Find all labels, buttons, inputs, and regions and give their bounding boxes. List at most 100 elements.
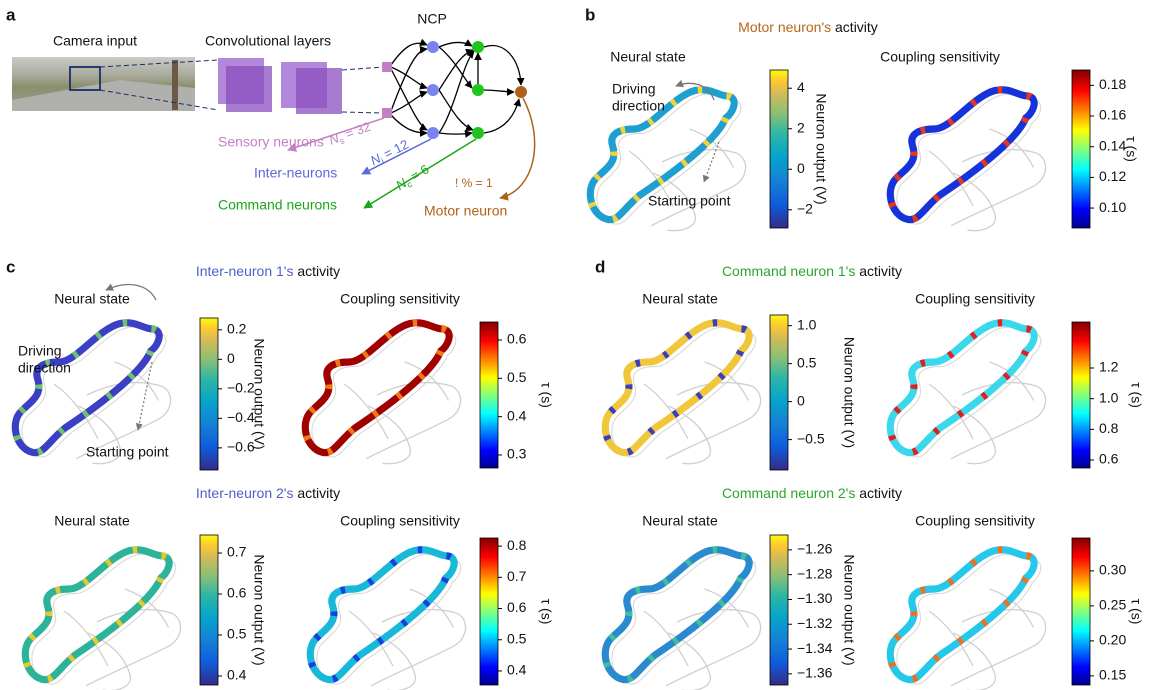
title-rest: activity xyxy=(831,19,878,35)
colorbar-tick-label: 0.5 xyxy=(797,354,817,370)
colorbar-tick-label: 2 xyxy=(797,119,805,135)
colorbar-tick-label: 0.10 xyxy=(1099,199,1126,215)
annotation: Driving xyxy=(18,343,62,359)
conv-layer xyxy=(226,66,272,112)
command-node xyxy=(472,41,484,53)
dashed-link xyxy=(99,89,219,111)
colorbar-tick-label: −1.36 xyxy=(797,665,833,681)
activity-panels: b Motor neuron's activity Neural state Coup… xyxy=(6,5,1144,690)
plot-title: Neural state xyxy=(610,49,686,65)
colorbar-tick-label: 0.6 xyxy=(507,599,527,615)
track-trace xyxy=(886,546,1038,684)
track-trace xyxy=(586,86,738,224)
motor-label: Motor neuron xyxy=(424,203,507,219)
panel-a: a Camera input Convolutional layers NCP … xyxy=(6,5,536,219)
count-sub: c xyxy=(405,179,415,190)
colorbar-tick-label: 0.2 xyxy=(227,321,247,337)
colorbar-tick-label: 1.0 xyxy=(797,316,817,332)
colorbar-tick-label: 0 xyxy=(797,392,805,408)
plot-title: Neural state xyxy=(54,291,130,307)
pointer xyxy=(361,138,432,175)
track-trace xyxy=(886,319,1038,457)
title-rest: activity xyxy=(293,263,340,279)
count-rest: = 32 xyxy=(340,119,373,143)
title-rest: activity xyxy=(293,485,340,501)
road-map xyxy=(643,361,762,465)
colorbar xyxy=(769,69,789,229)
colorbar-tick-label: 0.6 xyxy=(507,331,527,347)
colorbar-tick-label: −1.28 xyxy=(797,565,833,581)
road-map xyxy=(348,588,467,690)
colorbar-tick-label: 0.4 xyxy=(507,662,527,678)
dashed-link xyxy=(341,111,385,114)
direction-arrow xyxy=(105,283,157,301)
colorbar-tick-label: 0.7 xyxy=(227,544,247,560)
track xyxy=(586,86,747,232)
colorbar-tick-label: 0.3 xyxy=(507,446,527,462)
colorbar xyxy=(769,534,789,686)
neuron-count: Ni = 12 xyxy=(368,137,412,171)
colorbar-tick-label: −0.6 xyxy=(227,439,255,455)
colorbar-tick-label: −1.30 xyxy=(797,590,833,606)
conv-label: Convolutional layers xyxy=(205,33,331,49)
plot-title: Neural state xyxy=(642,291,718,307)
track xyxy=(11,319,172,465)
track xyxy=(601,319,762,465)
axis-label: Neuron output (V) xyxy=(251,338,267,449)
row-title: Command neuron 2's activity xyxy=(722,485,902,501)
direction-arrow xyxy=(675,79,715,101)
colorbar-tick-label: 0.30 xyxy=(1099,562,1126,578)
panel-label: c xyxy=(6,257,15,276)
track xyxy=(301,319,462,465)
axis-label: Neuron output (V) xyxy=(813,93,829,204)
row-title: Motor neuron's activity xyxy=(738,19,878,35)
activity-row: Inter-neuron 2's activity Neural state Cou… xyxy=(21,485,554,690)
track-trace xyxy=(21,546,173,684)
neuron-count: Nc = 6 xyxy=(393,162,432,195)
plot-title: Coupling sensitivity xyxy=(340,291,460,307)
ncp-edges xyxy=(390,38,525,138)
command-node xyxy=(472,127,484,139)
title-highlight: Inter-neuron 1's xyxy=(196,263,294,279)
road xyxy=(12,80,195,111)
colorbar xyxy=(1071,537,1091,686)
colorbar-tick-label: 0.25 xyxy=(1099,597,1126,613)
plot-title: Coupling sensitivity xyxy=(915,291,1035,307)
colorbar-tick-label: −1.26 xyxy=(797,541,833,557)
colorbar-tick-label: 0.7 xyxy=(507,568,527,584)
track xyxy=(886,319,1047,465)
panel-label: d xyxy=(595,257,605,276)
colorbar-tick-label: 0.8 xyxy=(1099,420,1119,436)
colorbar-tick-label: −0.2 xyxy=(227,380,255,396)
colorbar-tick-label: 0 xyxy=(797,160,805,176)
annotation: direction xyxy=(612,98,665,114)
colorbar-tick-label: 0.6 xyxy=(227,585,247,601)
motor-count: ! % = 1 xyxy=(455,176,493,190)
colorbar-tick-label: −1.34 xyxy=(797,640,833,656)
colorbar-tick-label: −0.4 xyxy=(227,409,255,425)
sensory-node xyxy=(382,108,392,118)
track-trace xyxy=(601,319,753,457)
sensory-label: Sensory neurons xyxy=(218,134,324,150)
plot-title: Coupling sensitivity xyxy=(880,49,1000,65)
start-arrow xyxy=(702,141,720,183)
post xyxy=(172,60,178,110)
dashed-link xyxy=(99,59,219,68)
count-sub: i xyxy=(380,156,386,166)
sensory-node xyxy=(382,62,392,72)
title-highlight: Motor neuron's xyxy=(738,19,831,35)
colorbar-tick-label: 1.2 xyxy=(1099,359,1119,375)
colorbar-tick-label: 4 xyxy=(797,79,805,95)
annotation: direction xyxy=(18,360,71,376)
road-map xyxy=(63,588,182,690)
track-trace xyxy=(301,319,453,457)
colorbar xyxy=(199,534,219,686)
colorbar xyxy=(199,317,219,471)
colorbar-tick-label: 0.20 xyxy=(1099,632,1126,648)
colorbar-tick-label: 1.0 xyxy=(1099,389,1119,405)
plot-title: Coupling sensitivity xyxy=(340,513,460,529)
track xyxy=(21,546,182,690)
